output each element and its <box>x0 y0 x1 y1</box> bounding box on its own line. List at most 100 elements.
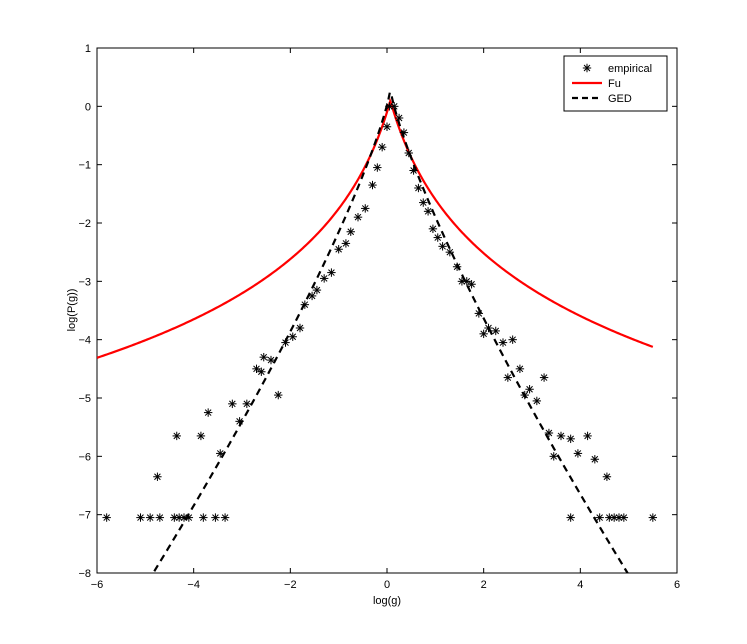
y-axis-label: log(P(g)) <box>66 289 78 332</box>
legend-empirical-marker <box>582 63 592 73</box>
empirical-point <box>544 428 554 438</box>
empirical-point <box>216 449 225 458</box>
empirical-point <box>257 367 266 376</box>
x-tick-label: 2 <box>481 579 487 591</box>
empirical-point <box>648 513 658 522</box>
empirical-point <box>373 163 382 172</box>
empirical-point <box>319 274 329 283</box>
empirical-point <box>274 390 283 400</box>
empirical-point <box>609 513 619 522</box>
empirical-point <box>242 399 252 409</box>
empirical-point <box>619 513 629 522</box>
empirical-point <box>498 338 508 347</box>
x-axis-label: log(g) <box>373 595 401 607</box>
legend-label-fu: Fu <box>608 78 621 90</box>
empirical-point <box>474 309 484 318</box>
y-tick-label: 0 <box>85 101 91 113</box>
empirical-point <box>288 332 297 341</box>
empirical-point <box>457 277 467 286</box>
empirical-point <box>307 291 317 301</box>
empirical-point <box>602 472 612 481</box>
empirical-point <box>228 399 237 409</box>
empirical-point <box>252 364 261 374</box>
empirical-point <box>595 513 604 522</box>
empirical-point <box>484 323 493 333</box>
empirical-point <box>266 355 276 365</box>
empirical-point <box>614 513 624 522</box>
empirical-point <box>327 268 336 277</box>
empirical-point <box>259 352 268 362</box>
y-tick-label: −6 <box>78 451 91 463</box>
empirical-point <box>220 513 230 522</box>
empirical-point <box>566 434 575 444</box>
empirical-point <box>102 513 111 522</box>
empirical-point <box>409 166 418 175</box>
empirical-point <box>155 513 165 522</box>
empirical-point <box>503 373 513 382</box>
empirical-point <box>423 207 433 216</box>
empirical-point <box>433 233 442 242</box>
legend: empirical Fu GED <box>563 55 668 112</box>
empirical-point <box>414 183 423 193</box>
x-tick-label: 6 <box>674 579 680 591</box>
empirical-point <box>452 262 462 271</box>
empirical-point <box>312 285 322 295</box>
empirical-point <box>184 513 194 522</box>
empirical-point <box>428 224 438 234</box>
y-tick-label: −4 <box>78 335 91 347</box>
empirical-point <box>566 513 575 522</box>
plot-area <box>96 47 678 574</box>
empirical-point <box>382 122 392 131</box>
y-tick-label: −7 <box>78 510 91 522</box>
empirical-point <box>583 431 592 441</box>
y-tick-label: −2 <box>78 218 91 230</box>
empirical-point <box>211 513 220 522</box>
x-tick-label: 4 <box>577 579 583 591</box>
empirical-point <box>203 408 213 417</box>
empirical-point <box>520 390 529 400</box>
empirical-point <box>377 142 387 152</box>
empirical-point <box>573 449 583 458</box>
empirical-point <box>361 204 370 213</box>
empirical-point <box>334 245 343 254</box>
empirical-point <box>281 338 290 347</box>
empirical-point <box>419 198 428 207</box>
empirical-point <box>196 431 206 441</box>
empirical-point <box>556 431 566 441</box>
empirical-point <box>390 102 399 111</box>
empirical-point <box>145 513 155 522</box>
empirical-point <box>295 323 305 333</box>
series-ged-line <box>151 89 629 573</box>
empirical-point <box>341 239 351 248</box>
empirical-point <box>153 472 162 481</box>
empirical-point <box>136 513 145 522</box>
empirical-point <box>539 373 549 382</box>
empirical-point <box>399 128 409 137</box>
empirical-point <box>300 300 310 309</box>
empirical-point <box>438 242 447 251</box>
x-tick-label: −6 <box>91 579 104 591</box>
empirical-point <box>445 247 455 257</box>
x-tick-label: −4 <box>187 579 200 591</box>
legend-label-empirical: empirical <box>608 63 652 75</box>
empirical-point <box>590 455 600 464</box>
empirical-point <box>235 417 244 426</box>
y-tick-label: 1 <box>85 43 91 55</box>
empirical-point <box>462 277 471 286</box>
empirical-point <box>515 364 525 374</box>
empirical-point <box>172 431 181 441</box>
empirical-point <box>394 113 404 123</box>
empirical-point <box>199 513 208 522</box>
empirical-point <box>508 335 517 344</box>
empirical-point <box>491 326 500 336</box>
y-tick-label: −5 <box>78 393 91 405</box>
empirical-point <box>467 280 476 289</box>
empirical-point <box>532 396 542 406</box>
empirical-point <box>549 452 558 461</box>
x-tick-label: 0 <box>384 579 390 591</box>
y-tick-label: −1 <box>78 160 91 172</box>
y-tick-label: −3 <box>78 276 91 288</box>
empirical-point <box>404 148 413 158</box>
empirical-point <box>368 180 377 190</box>
